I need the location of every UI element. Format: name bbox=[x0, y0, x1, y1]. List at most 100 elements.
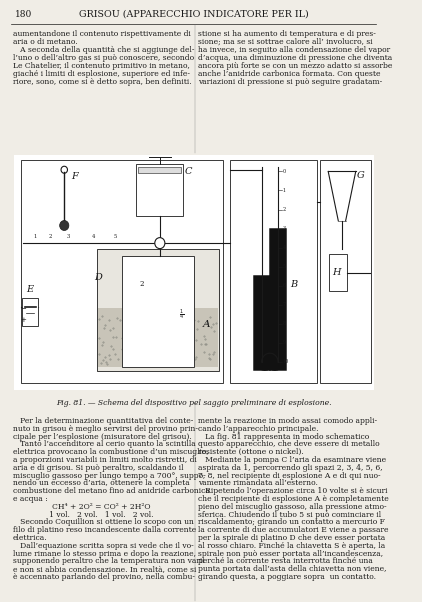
Text: GRISOU (APPARECCHIO INDICATORE PER IL): GRISOU (APPARECCHIO INDICATORE PER IL) bbox=[79, 10, 308, 19]
Text: punta portata dall’asta della chiavetta non viene,: punta portata dall’asta della chiavetta … bbox=[198, 565, 387, 573]
Text: CH⁴ + 2O² = CO² + 2H²O: CH⁴ + 2O² = CO² + 2H²O bbox=[45, 503, 150, 511]
Text: l’uno o dell’altro gas si può conoscere, secondo: l’uno o dell’altro gas si può conoscere,… bbox=[13, 54, 194, 62]
Text: 0: 0 bbox=[283, 169, 286, 174]
Text: per la spirale di platino D che deve esser portata: per la spirale di platino D che deve ess… bbox=[198, 534, 385, 542]
Text: 5: 5 bbox=[113, 234, 116, 239]
Text: nendo un eccesso d’aria, ottenere la completa: nendo un eccesso d’aria, ottenere la com… bbox=[13, 479, 189, 488]
Text: resistente (ottone o nickel).: resistente (ottone o nickel). bbox=[198, 448, 304, 456]
Text: 10: 10 bbox=[283, 359, 289, 364]
Text: mente la reazione in modo assai comodo appli-: mente la reazione in modo assai comodo a… bbox=[198, 417, 377, 425]
Text: Tanto l’accenditore al cerio quanto la scintilla: Tanto l’accenditore al cerio quanto la s… bbox=[13, 441, 196, 448]
Text: pieno del miscuglio gassoso, alla pressione atmo-: pieno del miscuglio gassoso, alla pressi… bbox=[198, 503, 387, 511]
Text: stione si ha aumento di temperatura e di pres-: stione si ha aumento di temperatura e di… bbox=[198, 30, 376, 38]
Text: girando questa, a poggiare sopra  un contatto.: girando questa, a poggiare sopra un cont… bbox=[198, 573, 376, 581]
Text: 2: 2 bbox=[48, 234, 51, 239]
Text: G: G bbox=[357, 171, 365, 180]
Text: 1 vol.   2 vol.   1 vol.   2 vol.: 1 vol. 2 vol. 1 vol. 2 vol. bbox=[41, 510, 153, 518]
Bar bbox=[329, 253, 347, 291]
Text: 9: 9 bbox=[283, 340, 286, 346]
Text: riore, sono, come si è detto sopra, ben definiti.: riore, sono, come si è detto sopra, ben … bbox=[13, 78, 192, 86]
Text: La fig. 81 rappresenta in modo schematico: La fig. 81 rappresenta in modo schematic… bbox=[198, 433, 370, 441]
Bar bbox=[230, 160, 317, 383]
Text: 180: 180 bbox=[15, 10, 32, 19]
Text: combustione del metano fino ad anidride carbonica: combustione del metano fino ad anidride … bbox=[13, 487, 210, 495]
Text: aumentandone il contenuto rispettivamente di: aumentandone il contenuto rispettivament… bbox=[13, 30, 191, 38]
Text: E: E bbox=[27, 285, 34, 294]
Text: Secondo Coquillion si ottiene lo scopo con un: Secondo Coquillion si ottiene lo scopo c… bbox=[13, 518, 194, 526]
Text: d’acqua, una diminuzione di pressione che diventa: d’acqua, una diminuzione di pressione ch… bbox=[198, 54, 392, 62]
Text: miscuglio gassoso per lungo tempo a 700°, suppo-: miscuglio gassoso per lungo tempo a 700°… bbox=[13, 471, 206, 480]
Text: sferica. Chiudendo il tubo 5 si può cominciare il: sferica. Chiudendo il tubo 5 si può comi… bbox=[198, 510, 381, 518]
Text: 3: 3 bbox=[283, 226, 286, 231]
Text: 7, 8, nel recipiente di esplosione A e di qui nuo-: 7, 8, nel recipiente di esplosione A e d… bbox=[198, 471, 381, 480]
Text: $\frac{1}{4}$: $\frac{1}{4}$ bbox=[179, 308, 184, 322]
Text: la corrente di due accumulatori E viene a passare: la corrente di due accumulatori E viene … bbox=[198, 526, 389, 534]
Text: al rosso chiaro. Finché la chiavetta S è aperta, la: al rosso chiaro. Finché la chiavetta S è… bbox=[198, 542, 385, 550]
Text: spirale non può esser portata all’incandescenza,: spirale non può esser portata all’incand… bbox=[198, 550, 383, 557]
Text: +: + bbox=[20, 317, 26, 323]
Bar bbox=[22, 299, 38, 326]
Text: Fig. 81. — Schema del dispositivo pel saggio preliminare di esplosione.: Fig. 81. — Schema del dispositivo pel sa… bbox=[56, 399, 331, 407]
Text: 5: 5 bbox=[283, 264, 286, 269]
Text: filo di platino reso incandescente dalla corrente: filo di platino reso incandescente dalla… bbox=[13, 526, 196, 534]
Text: ha invece, in seguito alla condensazione del vapor: ha invece, in seguito alla condensazione… bbox=[198, 46, 390, 54]
Bar bbox=[136, 164, 183, 216]
Text: sione; ma se si sottrae calore all’ involucro, si: sione; ma se si sottrae calore all’ invo… bbox=[198, 38, 373, 46]
Text: A seconda della quantità che si aggiunge del-: A seconda della quantità che si aggiunge… bbox=[13, 46, 195, 54]
Text: 4: 4 bbox=[92, 234, 95, 239]
Text: Le Chatelier, il contenuto primitivo in metano,: Le Chatelier, il contenuto primitivo in … bbox=[13, 62, 190, 70]
Text: 4: 4 bbox=[283, 245, 286, 250]
Bar bbox=[320, 160, 371, 383]
Bar bbox=[138, 167, 181, 173]
Text: 1: 1 bbox=[283, 188, 286, 193]
Text: Mediante la pompa C l’aria da esaminare viene: Mediante la pompa C l’aria da esaminare … bbox=[198, 456, 387, 464]
Text: ancora più forte se con un mezzo adatto si assorbe: ancora più forte se con un mezzo adatto … bbox=[198, 62, 392, 70]
Text: e non si abbia condensazione. In realtà, come si: e non si abbia condensazione. In realtà,… bbox=[13, 565, 196, 573]
Text: questo apparecchio, che deve essere di metallo: questo apparecchio, che deve essere di m… bbox=[198, 441, 380, 448]
Bar bbox=[122, 256, 194, 367]
Text: nuto in grisou è meglio servirsi del provino prin-: nuto in grisou è meglio servirsi del pro… bbox=[13, 425, 198, 433]
Text: −: − bbox=[20, 306, 26, 312]
Text: C: C bbox=[185, 167, 192, 176]
Text: Per la determinazione quantitativa del conte-: Per la determinazione quantitativa del c… bbox=[13, 417, 193, 425]
Circle shape bbox=[155, 238, 165, 249]
Text: a proporzioni variabili in limiti molto ristretti, di: a proporzioni variabili in limiti molto … bbox=[13, 456, 197, 464]
Text: 8: 8 bbox=[283, 321, 286, 326]
Text: variazioni di pressione si può seguire gradatam-: variazioni di pressione si può seguire g… bbox=[198, 78, 382, 86]
Text: riscaldamento; girando un contatto a mercurio F: riscaldamento; girando un contatto a mer… bbox=[198, 518, 385, 526]
Text: 7: 7 bbox=[283, 302, 286, 307]
Text: 2: 2 bbox=[140, 281, 144, 288]
Text: cando l’apparecchio principale.: cando l’apparecchio principale. bbox=[198, 425, 319, 433]
Text: è accennato parlando del provino, nella combu-: è accennato parlando del provino, nella … bbox=[13, 573, 195, 581]
Text: elettrica provocano la combustione d’un miscuglio,: elettrica provocano la combustione d’un … bbox=[13, 448, 208, 456]
Text: giaché i limiti di esplosione, superiore ed infe-: giaché i limiti di esplosione, superiore… bbox=[13, 70, 190, 78]
Text: e acqua :: e acqua : bbox=[13, 495, 48, 503]
Bar bbox=[14, 155, 374, 390]
Text: 2: 2 bbox=[283, 207, 286, 212]
Text: vamente rimandata all’esterno.: vamente rimandata all’esterno. bbox=[198, 479, 318, 488]
Text: aspirata da 1, percorrendo gli spazi 2, 3, 4, 5, 6,: aspirata da 1, percorrendo gli spazi 2, … bbox=[198, 464, 383, 472]
Text: B: B bbox=[290, 280, 297, 289]
Text: perché la corrente resta interrotta finché una: perché la corrente resta interrotta finc… bbox=[198, 557, 373, 565]
Text: cipale per l’esplosione (misuratore del grisou).: cipale per l’esplosione (misuratore del … bbox=[13, 433, 192, 441]
Text: aria o di metano.: aria o di metano. bbox=[13, 38, 78, 46]
Text: lume rimane lo stesso prima e dopo la reazione,: lume rimane lo stesso prima e dopo la re… bbox=[13, 550, 196, 557]
Text: Dall’equazione scritta sopra si vede che il vo-: Dall’equazione scritta sopra si vede che… bbox=[13, 542, 194, 550]
Text: elettrica.: elettrica. bbox=[13, 534, 47, 542]
Text: F: F bbox=[72, 172, 78, 181]
Bar bbox=[97, 308, 219, 367]
Text: 6: 6 bbox=[283, 283, 286, 288]
Text: Ripetendo l’operazione circa 10 volte si è sicuri: Ripetendo l’operazione circa 10 volte si… bbox=[198, 487, 388, 495]
Text: H: H bbox=[332, 268, 341, 277]
Text: che il recipiente di esplosione A è completamente: che il recipiente di esplosione A è comp… bbox=[198, 495, 389, 503]
Circle shape bbox=[60, 220, 69, 231]
Bar bbox=[21, 160, 223, 383]
Text: aria e di grisou. Si può peraltro, scaldando il: aria e di grisou. Si può peraltro, scald… bbox=[13, 464, 183, 472]
Text: anche l’anidride carbonica formata. Con queste: anche l’anidride carbonica formata. Con … bbox=[198, 70, 381, 78]
Bar bbox=[97, 249, 219, 371]
Text: D: D bbox=[94, 273, 102, 282]
Text: supponendo peraltro che la temperatura non varii: supponendo peraltro che la temperatura n… bbox=[13, 557, 205, 565]
Text: A: A bbox=[203, 320, 211, 329]
Text: 1: 1 bbox=[34, 234, 37, 239]
Text: 3: 3 bbox=[66, 234, 70, 239]
